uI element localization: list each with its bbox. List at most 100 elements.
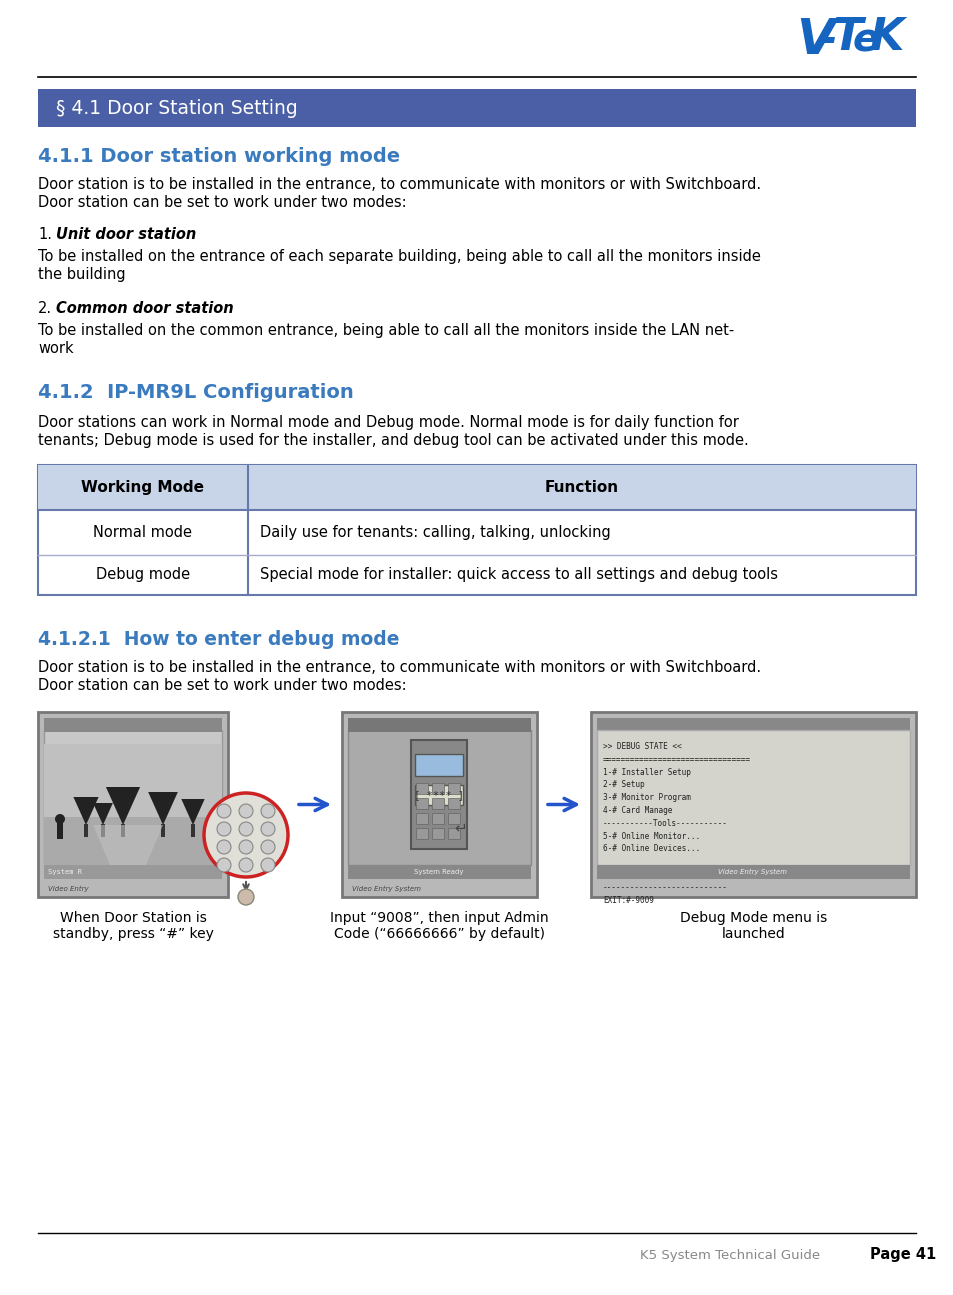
Bar [38, 465, 915, 594]
Circle shape [261, 859, 274, 872]
Bar [38, 89, 915, 127]
Text: Daily use for tenants: calling, talking, unlocking: Daily use for tenants: calling, talking,… [260, 524, 610, 540]
Text: 3-# Monitor Program: 3-# Monitor Program [602, 794, 690, 802]
Text: the building: the building [38, 267, 126, 282]
Bar [44, 817, 222, 865]
Bar [341, 712, 537, 897]
Circle shape [216, 840, 231, 853]
Text: Door station is to be installed in the entrance, to communicate with monitors or: Door station is to be installed in the e… [38, 660, 760, 675]
Bar [416, 798, 428, 809]
Text: ---------------------------: --------------------------- [602, 883, 727, 892]
Circle shape [239, 822, 253, 837]
Text: § 4.1 Door Station Setting: § 4.1 Door Station Setting [56, 98, 297, 118]
Text: Video Entry System: Video Entry System [718, 869, 786, 875]
Text: ↵: ↵ [455, 821, 467, 835]
Text: To be installed on the common entrance, being able to call all the monitors insi: To be installed on the common entrance, … [38, 322, 734, 338]
Text: work: work [38, 341, 73, 356]
Text: K5 System Technical Guide: K5 System Technical Guide [639, 1248, 820, 1261]
Bar [597, 717, 909, 732]
Bar [38, 712, 228, 897]
Bar [101, 824, 105, 837]
Text: T: T [832, 17, 862, 60]
Bar [348, 865, 531, 879]
Bar [348, 717, 531, 732]
Bar [44, 865, 222, 879]
Text: 6-# Online Devices...: 6-# Online Devices... [602, 844, 700, 853]
Bar [448, 798, 459, 809]
Bar [84, 824, 88, 837]
Bar [432, 828, 443, 839]
Bar [432, 813, 443, 824]
Bar [416, 813, 428, 824]
Bar [415, 754, 462, 776]
Text: System R: System R [48, 869, 82, 875]
Text: Special mode for installer: quick access to all settings and debug tools: Special mode for installer: quick access… [260, 567, 778, 583]
Text: Door station is to be installed in the entrance, to communicate with monitors or: Door station is to be installed in the e… [38, 177, 760, 192]
Bar [448, 813, 459, 824]
Bar [590, 712, 915, 897]
Text: To be installed on the entrance of each separate building, being able to call al: To be installed on the entrance of each … [38, 249, 760, 264]
Circle shape [216, 804, 231, 818]
Text: Unit door station: Unit door station [56, 227, 196, 242]
Text: 1.: 1. [38, 227, 52, 242]
Bar [57, 818, 63, 839]
Bar [161, 824, 165, 837]
Circle shape [261, 804, 274, 818]
Polygon shape [93, 803, 112, 825]
Bar [121, 824, 125, 837]
Text: K: K [868, 17, 902, 60]
Text: EXIT:#-9009: EXIT:#-9009 [602, 896, 653, 905]
Text: Door station can be set to work under two modes:: Door station can be set to work under tw… [38, 196, 406, 210]
Text: e: e [852, 22, 879, 60]
Circle shape [261, 840, 274, 853]
Bar [416, 783, 428, 794]
Bar [191, 824, 194, 837]
Text: Working Mode: Working Mode [81, 480, 204, 495]
Polygon shape [148, 793, 177, 825]
Circle shape [55, 815, 65, 824]
Text: -: - [820, 19, 837, 61]
Text: When Door Station is
standby, press “#” key: When Door Station is standby, press “#” … [52, 910, 213, 941]
Text: tenants; Debug mode is used for the installer, and debug tool can be activated u: tenants; Debug mode is used for the inst… [38, 433, 748, 448]
Text: Door stations can work in Normal mode and Debug mode. Normal mode is for daily f: Door stations can work in Normal mode an… [38, 414, 739, 430]
Bar [44, 745, 222, 817]
Text: Debug Mode menu is
launched: Debug Mode menu is launched [679, 910, 826, 941]
Bar [597, 730, 909, 865]
Bar [411, 739, 467, 850]
Text: 4.1.1 Door station working mode: 4.1.1 Door station working mode [38, 148, 399, 166]
Text: 4-# Card Manage: 4-# Card Manage [602, 805, 672, 815]
Circle shape [237, 888, 253, 905]
Text: 1-# Installer Setup: 1-# Installer Setup [602, 768, 690, 777]
Text: 4.1.2.1  How to enter debug mode: 4.1.2.1 How to enter debug mode [38, 629, 399, 649]
Text: >> DEBUG STATE <<: >> DEBUG STATE << [602, 742, 680, 751]
Circle shape [239, 859, 253, 872]
Polygon shape [106, 787, 140, 825]
Bar [348, 730, 531, 865]
Polygon shape [73, 796, 98, 825]
Bar [44, 730, 222, 865]
Text: Input “9008”, then input Admin
Code (“66666666” by default): Input “9008”, then input Admin Code (“66… [330, 910, 548, 941]
Text: Normal mode: Normal mode [93, 524, 193, 540]
Polygon shape [92, 825, 163, 865]
Text: Debug mode: Debug mode [96, 567, 190, 583]
Circle shape [239, 804, 253, 818]
Circle shape [261, 822, 274, 837]
Bar [448, 828, 459, 839]
Text: V: V [795, 16, 834, 63]
Text: [ **** ]: [ **** ] [414, 790, 463, 800]
Text: Page 41: Page 41 [869, 1247, 935, 1263]
Polygon shape [181, 799, 205, 825]
Text: -----------Tools-----------: -----------Tools----------- [602, 818, 727, 828]
Circle shape [216, 822, 231, 837]
Circle shape [239, 840, 253, 853]
Bar [448, 783, 459, 794]
Bar [38, 465, 915, 510]
Bar [44, 717, 222, 732]
Text: 4.1.2  IP-MR9L Configuration: 4.1.2 IP-MR9L Configuration [38, 383, 354, 401]
Text: Video Entry: Video Entry [48, 886, 89, 892]
Bar [597, 865, 909, 879]
Text: Function: Function [544, 480, 618, 495]
Circle shape [216, 859, 231, 872]
Text: 5-# Online Monitor...: 5-# Online Monitor... [602, 831, 700, 840]
Text: 2.: 2. [38, 300, 52, 316]
